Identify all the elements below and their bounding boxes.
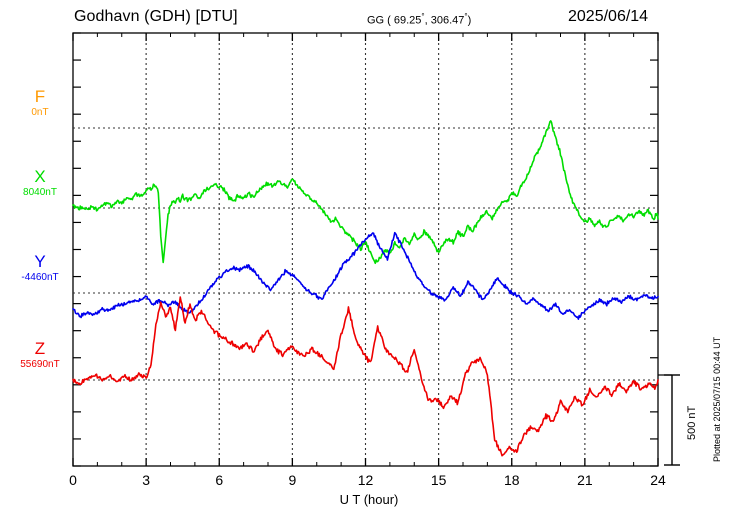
degree-symbol-lat: ° (421, 12, 425, 21)
svg-text:24: 24 (650, 472, 666, 488)
svg-text:21: 21 (577, 472, 593, 488)
component-letter-x: X (34, 167, 46, 186)
svg-text:15: 15 (431, 472, 447, 488)
trace-x (72, 120, 659, 265)
component-letter-z: Z (34, 339, 46, 358)
svg-text:6: 6 (215, 472, 223, 488)
svg-text:18: 18 (504, 472, 520, 488)
coords-latitude-text: GG ( 69.25 (367, 14, 422, 27)
component-label-f: F 0nT (10, 88, 70, 118)
component-label-x: X 8040nT (10, 168, 70, 198)
geographic-coordinates: GG ( 69.25°, 306.47°) (367, 12, 471, 27)
x-axis-title: U T (hour) (339, 492, 399, 507)
component-value-z: 55690nT (20, 359, 60, 370)
component-value-f: 0nT (31, 107, 49, 118)
degree-symbol-lon: ° (464, 12, 468, 21)
component-letter-y: Y (34, 252, 46, 271)
observation-date: 2025/06/14 (568, 8, 649, 25)
svg-text:0: 0 (69, 472, 77, 488)
component-label-y: Y -4460nT (10, 253, 70, 283)
trace-z (72, 296, 659, 457)
svg-text:12: 12 (358, 472, 374, 488)
component-letter-f: F (34, 87, 46, 106)
svg-text:3: 3 (142, 472, 150, 488)
scale-bar-label: 500 nT (686, 405, 698, 440)
station-title: Godhavn (GDH) [DTU] (74, 8, 238, 25)
svg-text:9: 9 (288, 472, 296, 488)
component-value-x: 8040nT (23, 187, 57, 198)
component-label-z: Z 55690nT (10, 340, 70, 370)
trace-y (72, 231, 659, 320)
component-value-y: -4460nT (21, 272, 59, 283)
coords-close-paren: ) (467, 14, 472, 27)
coords-longitude-text: , 306.47 (424, 14, 465, 27)
plotted-at-timestamp: Plotted at 2025/07/15 00:44 UT (712, 336, 722, 462)
